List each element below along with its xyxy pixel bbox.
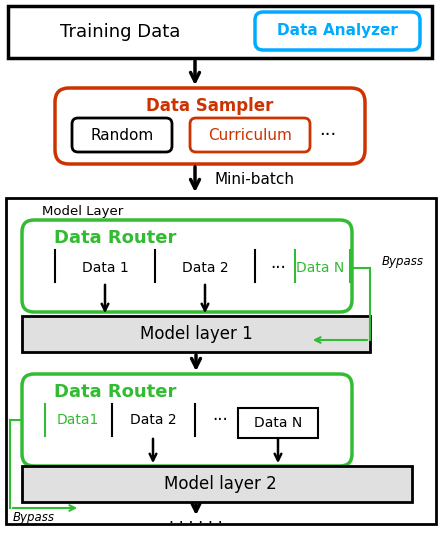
Text: Data 2: Data 2	[130, 413, 176, 427]
Bar	[8, 6, 432, 58]
Text: Data N: Data N	[254, 416, 302, 430]
Bar	[238, 408, 318, 438]
Text: Curriculum: Curriculum	[208, 128, 292, 143]
Text: Data1: Data1	[57, 413, 99, 427]
Bar	[22, 466, 412, 502]
Text: Data N: Data N	[296, 261, 344, 275]
FancyBboxPatch shape	[190, 118, 310, 152]
Text: Data Router: Data Router	[54, 229, 176, 247]
Text: Data 1: Data 1	[82, 261, 128, 275]
Bar	[22, 316, 370, 352]
Text: Model Layer: Model Layer	[42, 206, 123, 218]
Text: Bypass: Bypass	[13, 512, 55, 525]
Text: Bypass: Bypass	[382, 256, 424, 268]
FancyBboxPatch shape	[22, 220, 352, 312]
FancyBboxPatch shape	[72, 118, 172, 152]
Text: Data Sampler: Data Sampler	[146, 97, 274, 115]
Bar	[6, 198, 436, 524]
Text: · · · · · ·: · · · · · ·	[169, 516, 223, 532]
Text: Data Router: Data Router	[54, 383, 176, 401]
Text: ···: ···	[212, 411, 228, 429]
FancyBboxPatch shape	[22, 374, 352, 466]
FancyBboxPatch shape	[255, 12, 420, 50]
Text: Mini-batch: Mini-batch	[215, 173, 295, 188]
Text: ···: ···	[320, 126, 337, 144]
Text: Data 2: Data 2	[182, 261, 229, 275]
Text: ···: ···	[270, 259, 286, 277]
FancyBboxPatch shape	[55, 88, 365, 164]
Text: Model layer 2: Model layer 2	[164, 475, 276, 493]
Text: Data Analyzer: Data Analyzer	[277, 24, 397, 39]
Text: Model layer 1: Model layer 1	[140, 325, 252, 343]
Text: Random: Random	[90, 128, 154, 143]
Text: Training Data: Training Data	[60, 23, 180, 41]
